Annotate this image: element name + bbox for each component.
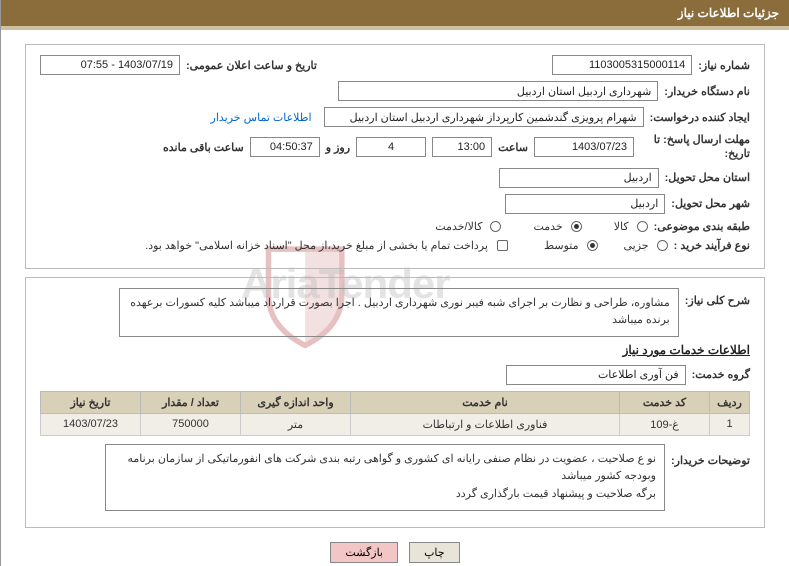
city-value: اردبیل bbox=[505, 194, 665, 214]
cell-name: فناوری اطلاعات و ارتباطات bbox=[351, 413, 620, 435]
announce-label: تاریخ و ساعت اعلان عمومی: bbox=[186, 59, 317, 72]
group-value: فن آوری اطلاعات bbox=[506, 365, 686, 385]
process-type-label: نوع فرآیند خرید : bbox=[674, 239, 750, 252]
countdown: 04:50:37 bbox=[250, 137, 320, 157]
deadline-time: 13:00 bbox=[432, 137, 492, 157]
need-summary-text: مشاوره، طراحی و نظارت بر اجرای شبه فیبر … bbox=[119, 288, 679, 337]
group-label: گروه خدمت: bbox=[692, 368, 750, 381]
contact-link[interactable]: اطلاعات تماس خریدار bbox=[211, 111, 312, 124]
buyer-org-label: نام دستگاه خریدار: bbox=[664, 85, 750, 98]
days-and-label: روز و bbox=[326, 141, 350, 154]
cell-code: غ-109 bbox=[620, 413, 710, 435]
proc-partial: جزیی bbox=[624, 239, 649, 252]
col-row: ردیف bbox=[710, 391, 750, 413]
cat-goods-service: کالا/خدمت bbox=[435, 220, 482, 233]
radio-service[interactable] bbox=[571, 221, 582, 232]
col-qty: تعداد / مقدار bbox=[141, 391, 241, 413]
print-button[interactable]: چاپ bbox=[409, 542, 460, 563]
details-panel: شرح کلی نیاز: مشاوره، طراحی و نظارت بر ا… bbox=[25, 277, 765, 528]
deadline-date: 1403/07/23 bbox=[534, 137, 634, 157]
province-label: استان محل تحویل: bbox=[665, 171, 750, 184]
cat-service: خدمت bbox=[533, 220, 562, 233]
radio-partial[interactable] bbox=[657, 240, 668, 251]
radio-medium[interactable] bbox=[587, 240, 598, 251]
header-title: جزئیات اطلاعات نیاز bbox=[678, 6, 779, 20]
cell-idx: 1 bbox=[710, 413, 750, 435]
need-no-value: 1103005315000114 bbox=[552, 55, 692, 75]
payment-checkbox[interactable] bbox=[497, 240, 508, 251]
days-count: 4 bbox=[356, 137, 426, 157]
radio-goods-service[interactable] bbox=[490, 221, 501, 232]
requester-label: ایجاد کننده درخواست: bbox=[650, 111, 750, 124]
cell-unit: متر bbox=[241, 413, 351, 435]
services-table: ردیف کد خدمت نام خدمت واحد اندازه گیری ت… bbox=[40, 391, 750, 436]
proc-medium: متوسط bbox=[544, 239, 579, 252]
services-section-title: اطلاعات خدمات مورد نیاز bbox=[40, 343, 750, 357]
radio-goods[interactable] bbox=[637, 221, 648, 232]
back-button[interactable]: بازگشت bbox=[330, 542, 398, 563]
remain-label: ساعت باقی مانده bbox=[163, 141, 244, 154]
announce-value: 1403/07/19 - 07:55 bbox=[40, 55, 180, 75]
subject-cat-label: طبقه بندی موضوعی: bbox=[654, 220, 750, 233]
col-code: کد خدمت bbox=[620, 391, 710, 413]
table-header-row: ردیف کد خدمت نام خدمت واحد اندازه گیری ت… bbox=[41, 391, 750, 413]
panel-header: جزئیات اطلاعات نیاز bbox=[1, 0, 789, 26]
col-date: تاریخ نیاز bbox=[41, 391, 141, 413]
need-summary-label: شرح کلی نیاز: bbox=[685, 288, 750, 307]
info-panel: شماره نیاز: 1103005315000114 تاریخ و ساع… bbox=[25, 44, 765, 269]
button-bar: چاپ بازگشت bbox=[1, 542, 789, 563]
cell-date: 1403/07/23 bbox=[41, 413, 141, 435]
cell-qty: 750000 bbox=[141, 413, 241, 435]
col-name: نام خدمت bbox=[351, 391, 620, 413]
city-label: شهر محل تحویل: bbox=[671, 197, 750, 210]
time-label: ساعت bbox=[498, 141, 528, 154]
requester-value: شهرام پرویزی گندشمین کارپرداز شهرداری ار… bbox=[324, 107, 644, 127]
cat-goods: کالا bbox=[614, 220, 629, 233]
buyer-notes-text: نو ع صلاحیت ، عضویت در نظام صنفی رایانه … bbox=[105, 444, 665, 511]
payment-note: پرداخت تمام یا بخشی از مبلغ خرید،از محل … bbox=[145, 239, 488, 252]
deadline-label: مهلت ارسال پاسخ: تا تاریخ: bbox=[640, 133, 750, 162]
table-row: 1 غ-109 فناوری اطلاعات و ارتباطات متر 75… bbox=[41, 413, 750, 435]
province-value: اردبیل bbox=[499, 168, 659, 188]
col-unit: واحد اندازه گیری bbox=[241, 391, 351, 413]
need-no-label: شماره نیاز: bbox=[698, 59, 750, 72]
buyer-notes-label: توضیحات خریدار: bbox=[671, 444, 750, 467]
buyer-org-value: شهرداری اردبیل استان اردبیل bbox=[338, 81, 658, 101]
